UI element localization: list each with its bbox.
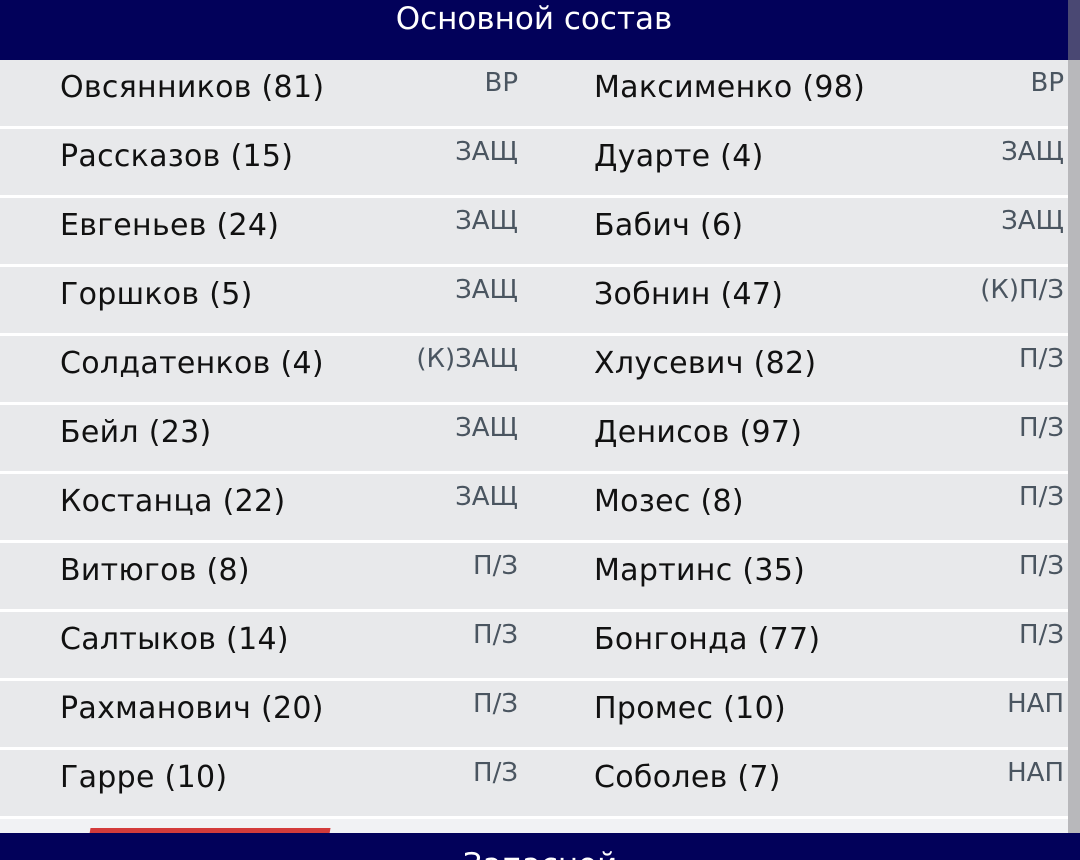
table-row: Салтыков (14) П/З Бонгонда (77) П/З xyxy=(0,612,1068,681)
player-position: ЗАЩ xyxy=(1001,206,1064,236)
player-right[interactable]: Дуарте (4) ЗАЩ xyxy=(534,129,1068,195)
player-left[interactable]: Витюгов (8) П/З xyxy=(0,543,534,609)
player-name: Салтыков (14) xyxy=(60,622,289,657)
player-position: (К)П/З xyxy=(980,275,1064,305)
table-row: Рахманович (20) П/З Промес (10) НАП xyxy=(0,681,1068,750)
player-position: (К)ЗАЩ xyxy=(416,344,518,374)
player-name: Мартинс (35) xyxy=(594,553,806,588)
player-name: Бейл (23) xyxy=(60,415,212,450)
player-left[interactable]: Рассказов (15) ЗАЩ xyxy=(0,129,534,195)
player-position: П/З xyxy=(1019,482,1064,512)
substitutes-header: Запасной xyxy=(0,833,1080,860)
scrollbar[interactable] xyxy=(1068,0,1080,833)
player-name: Соболев (7) xyxy=(594,760,781,795)
player-right[interactable]: Денисов (97) П/З xyxy=(534,405,1068,471)
table-row: Костанца (22) ЗАЩ Мозес (8) П/З xyxy=(0,474,1068,543)
player-left[interactable]: Солдатенков (4) (К)ЗАЩ xyxy=(0,336,534,402)
player-position: ЗАЩ xyxy=(455,275,518,305)
player-name: Горшков (5) xyxy=(60,277,253,312)
table-row: Солдатенков (4) (К)ЗАЩ Хлусевич (82) П/З xyxy=(0,336,1068,405)
player-right[interactable]: Бонгонда (77) П/З xyxy=(534,612,1068,678)
table-row: Горшков (5) ЗАЩ Зобнин (47) (К)П/З xyxy=(0,267,1068,336)
table-row: Овсянников (81) ВР Максименко (98) ВР xyxy=(0,60,1068,129)
player-name: Бабич (6) xyxy=(594,208,744,243)
player-right[interactable]: Бабич (6) ЗАЩ xyxy=(534,198,1068,264)
player-position: ВР xyxy=(1030,68,1064,98)
player-name: Рассказов (15) xyxy=(60,139,294,174)
table-row: Гарре (10) П/З Соболев (7) НАП xyxy=(0,750,1068,819)
player-position: НАП xyxy=(1007,758,1064,788)
player-position: П/З xyxy=(473,551,518,581)
player-right[interactable]: Соболев (7) НАП xyxy=(534,750,1068,816)
player-right[interactable]: Максименко (98) ВР xyxy=(534,60,1068,126)
player-right[interactable]: Промес (10) НАП xyxy=(534,681,1068,747)
player-name: Витюгов (8) xyxy=(60,553,250,588)
player-right[interactable]: Зобнин (47) (К)П/З xyxy=(534,267,1068,333)
table-row: Витюгов (8) П/З Мартинс (35) П/З xyxy=(0,543,1068,612)
player-position: П/З xyxy=(1019,620,1064,650)
player-name: Костанца (22) xyxy=(60,484,286,519)
player-name: Зобнин (47) xyxy=(594,277,784,312)
player-left[interactable]: Костанца (22) ЗАЩ xyxy=(0,474,534,540)
table-row: Бейл (23) ЗАЩ Денисов (97) П/З xyxy=(0,405,1068,474)
player-name: Дуарте (4) xyxy=(594,139,764,174)
player-name: Максименко (98) xyxy=(594,70,866,105)
player-name: Денисов (97) xyxy=(594,415,803,450)
player-name: Хлусевич (82) xyxy=(594,346,817,381)
scrollbar-thumb[interactable] xyxy=(1068,0,1080,60)
section-title: Запасной xyxy=(0,847,1080,860)
player-name: Мозес (8) xyxy=(594,484,744,519)
player-right[interactable]: Мартинс (35) П/З xyxy=(534,543,1068,609)
player-name: Промес (10) xyxy=(594,691,786,726)
table-row: Евгеньев (24) ЗАЩ Бабич (6) ЗАЩ xyxy=(0,198,1068,267)
section-title: Основной состав xyxy=(395,1,673,37)
lineup-table: Овсянников (81) ВР Максименко (98) ВР Расска… xyxy=(0,60,1068,819)
player-position: ВР xyxy=(484,68,518,98)
player-position: ЗАЩ xyxy=(455,137,518,167)
lineup-header: Основной состав xyxy=(0,0,1068,60)
player-left[interactable]: Рахманович (20) П/З xyxy=(0,681,534,747)
player-position: ЗАЩ xyxy=(455,413,518,443)
player-position: П/З xyxy=(1019,551,1064,581)
player-left[interactable]: Гарре (10) П/З xyxy=(0,750,534,816)
player-position: П/З xyxy=(473,758,518,788)
player-left[interactable]: Овсянников (81) ВР xyxy=(0,60,534,126)
player-left[interactable]: Бейл (23) ЗАЩ xyxy=(0,405,534,471)
player-position: ЗАЩ xyxy=(1001,137,1064,167)
player-position: П/З xyxy=(473,689,518,719)
player-position: П/З xyxy=(1019,344,1064,374)
player-name: Овсянников (81) xyxy=(60,70,325,105)
player-right[interactable]: Мозес (8) П/З xyxy=(534,474,1068,540)
player-position: НАП xyxy=(1007,689,1064,719)
player-name: Гарре (10) xyxy=(60,760,228,795)
player-name: Рахманович (20) xyxy=(60,691,324,726)
table-row: Рассказов (15) ЗАЩ Дуарте (4) ЗАЩ xyxy=(0,129,1068,198)
player-position: П/З xyxy=(1019,413,1064,443)
player-left[interactable]: Салтыков (14) П/З xyxy=(0,612,534,678)
player-name: Евгеньев (24) xyxy=(60,208,280,243)
player-name: Солдатенков (4) xyxy=(60,346,324,381)
player-position: ЗАЩ xyxy=(455,482,518,512)
player-left[interactable]: Евгеньев (24) ЗАЩ xyxy=(0,198,534,264)
player-position: ЗАЩ xyxy=(455,206,518,236)
player-right[interactable]: Хлусевич (82) П/З xyxy=(534,336,1068,402)
player-name: Бонгонда (77) xyxy=(594,622,821,657)
player-position: П/З xyxy=(473,620,518,650)
player-left[interactable]: Горшков (5) ЗАЩ xyxy=(0,267,534,333)
